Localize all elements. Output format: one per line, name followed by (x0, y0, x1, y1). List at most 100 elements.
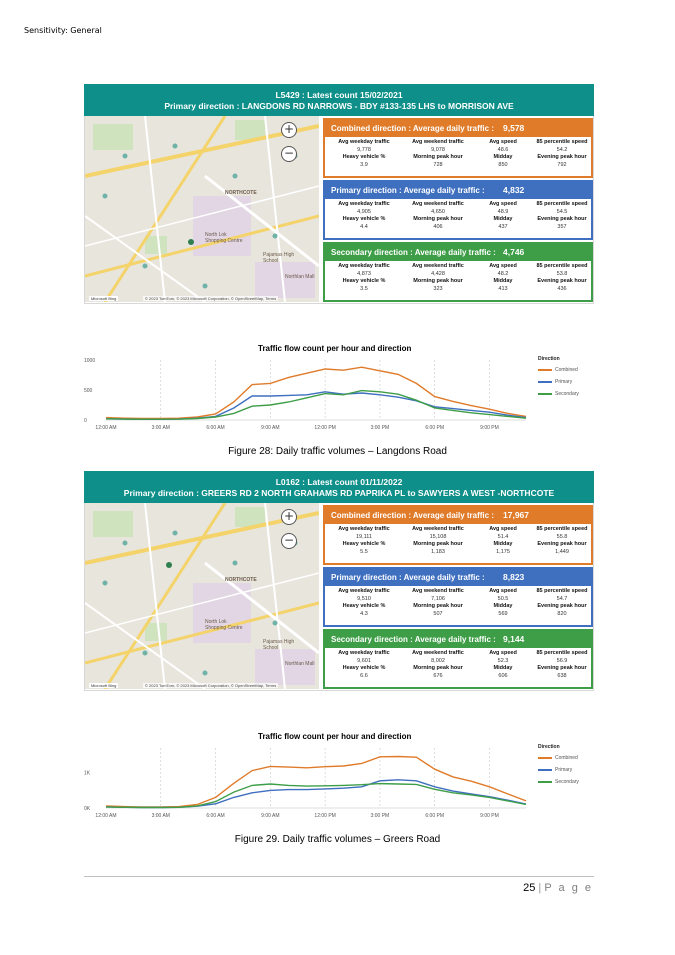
weekday-label: Avg weekday traffic (338, 650, 390, 656)
combined-stats-block: Combined direction : Average daily traff… (323, 118, 593, 178)
x-tick-label: 12:00 AM (95, 425, 116, 431)
midday-label: Midday (493, 216, 513, 222)
y-tick-label: 1K (84, 771, 91, 777)
chart-title: Traffic flow count per hour and directio… (258, 732, 412, 741)
speed-label: Avg speed (489, 263, 517, 269)
midday-value: 569 (498, 611, 508, 617)
line-chart: 12:00 AM 3:00 AM 6:00 AM 9:00 AM 12:00 PM 3:0… (84, 358, 527, 431)
block-header: Combined direction : Average daily traff… (325, 507, 591, 524)
morning-value: 676 (433, 673, 443, 679)
evening-value: 638 (557, 673, 567, 679)
daily-traffic-total: 9,578 (503, 123, 525, 133)
p85-label: 85 percentile speed (536, 588, 588, 594)
page-number: 25 | P a g e (523, 882, 593, 894)
daily-traffic-total: 4,746 (503, 247, 525, 257)
p85-label: 85 percentile speed (536, 263, 588, 269)
daily-traffic-total: 17,967 (503, 510, 529, 520)
weekend-label: Avg weekend traffic (412, 263, 464, 269)
primary-stats-block: Primary direction : Average daily traffi… (323, 567, 593, 627)
weekday-label: Avg weekday traffic (338, 201, 390, 207)
heavy-label: Heavy vehicle % (342, 154, 386, 160)
panel-title-count: L0162 : Latest count 01/11/2022 (275, 477, 403, 487)
map-attribution[interactable]: © 2023 TomTom, © 2023 Microsoft Corporat… (143, 683, 279, 688)
traffic-panel-greers: L0162 : Latest count 01/11/2022 Primary … (84, 471, 594, 691)
zoom-out-button[interactable]: − (281, 146, 297, 162)
stats-grid: Avg weekday traffic 4,873 Avg weekend tra… (325, 261, 591, 293)
weekday-value: 9,601 (357, 658, 371, 664)
page-separator: | (538, 882, 542, 894)
line-chart: 12:00 AM 3:00 AM 6:00 AM 9:00 AM 12:00 PM 3:0… (84, 748, 527, 819)
morning-label: Morning peak hour (413, 278, 463, 284)
speed-value: 48.9 (497, 209, 509, 215)
daily-traffic-total: 8,823 (503, 572, 525, 582)
weekend-label: Avg weekend traffic (412, 139, 464, 145)
morning-value: 1,183 (431, 549, 445, 555)
legend-item-secondary: Secondary (538, 388, 579, 400)
weekday-value: 19,111 (355, 534, 372, 540)
x-tick-label: 3:00 PM (371, 813, 390, 819)
evening-label: Evening peak hour (537, 154, 587, 160)
figure-caption: Figure 28: Daily traffic volumes – Langd… (228, 446, 447, 457)
midday-value: 606 (498, 673, 508, 679)
map-label-mall: Northlan Mall (285, 661, 315, 667)
evening-value: 357 (557, 224, 567, 230)
x-tick-label: 9:00 PM (480, 813, 499, 819)
x-tick-label: 6:00 AM (206, 425, 224, 431)
heavy-value: 6.6 (360, 673, 368, 679)
weekend-label: Avg weekend traffic (412, 650, 464, 656)
block-title: Primary direction : Average daily traffi… (331, 573, 485, 582)
x-tick-label: 9:00 AM (261, 425, 279, 431)
heavy-value: 5.5 (360, 549, 368, 555)
block-header: Primary direction : Average daily traffi… (325, 182, 591, 199)
heavy-label: Heavy vehicle % (342, 541, 386, 547)
location-map[interactable]: + − NORTHCOTE North Lok Shopping Centre … (85, 503, 319, 689)
series-line-secondary (105, 389, 527, 420)
legend-item-primary: Primary (538, 764, 579, 776)
weekend-value: 8,002 (431, 658, 445, 664)
stats-grid: Avg weekday traffic 9,510 Avg weekend tra… (325, 586, 591, 618)
zoom-in-button[interactable]: + (281, 509, 297, 525)
stats-grid: Avg weekday traffic 19,111 Avg weekend tr… (325, 524, 591, 556)
morning-label: Morning peak hour (413, 603, 463, 609)
traffic-panel-langdons: L5429 : Latest count 15/02/2021 Primary … (84, 84, 594, 304)
speed-value: 50.5 (497, 596, 509, 602)
block-header: Combined direction : Average daily traff… (325, 120, 591, 137)
speed-label: Avg speed (489, 650, 517, 656)
evening-label: Evening peak hour (537, 278, 587, 284)
weekend-value: 4,650 (431, 209, 445, 215)
panel-title-direction: Primary direction : GREERS RD 2 NORTH GR… (123, 488, 555, 498)
chart-legend: Direction Combined Primary Secondary (538, 356, 579, 400)
location-map[interactable]: + − NORTHCOTE North Lok Shopping Centre … (85, 116, 319, 302)
p85-label: 85 percentile speed (536, 139, 588, 145)
evening-value: 1,449 (555, 549, 569, 555)
midday-label: Midday (493, 603, 513, 609)
heavy-value: 4.4 (360, 224, 368, 230)
zoom-in-button[interactable]: + (281, 122, 297, 138)
speed-label: Avg speed (489, 588, 517, 594)
weekend-label: Avg weekend traffic (412, 588, 464, 594)
block-header: Secondary direction : Average daily traf… (325, 631, 591, 648)
p85-value: 54.5 (556, 209, 568, 215)
map-graphic (85, 116, 319, 302)
map-label-school: Pajamas High School (263, 639, 295, 651)
legend-title: Direction (538, 744, 560, 750)
p85-value: 56.9 (556, 658, 568, 664)
block-title: Combined direction : Average daily traff… (331, 124, 494, 133)
evening-value: 820 (557, 611, 567, 617)
morning-label: Morning peak hour (413, 154, 463, 160)
x-tick-label: 9:00 PM (480, 425, 499, 431)
midday-label: Midday (493, 278, 513, 284)
chart-title: Traffic flow count per hour and directio… (258, 344, 412, 353)
zoom-out-button[interactable]: − (281, 533, 297, 549)
speed-label: Avg speed (489, 201, 517, 207)
map-label-shopping: North Lok Shopping Centre (205, 232, 243, 244)
morning-label: Morning peak hour (413, 665, 463, 671)
speed-value: 51.4 (497, 534, 509, 540)
evening-label: Evening peak hour (537, 665, 587, 671)
morning-label: Morning peak hour (413, 541, 463, 547)
stats-area: Combined direction : Average daily traff… (323, 505, 593, 691)
bing-logo: Microsoft Bing (89, 296, 119, 301)
morning-value: 406 (433, 224, 443, 230)
map-attribution[interactable]: © 2023 TomTom, © 2023 Microsoft Corporat… (143, 296, 279, 301)
footer-divider (84, 876, 594, 877)
